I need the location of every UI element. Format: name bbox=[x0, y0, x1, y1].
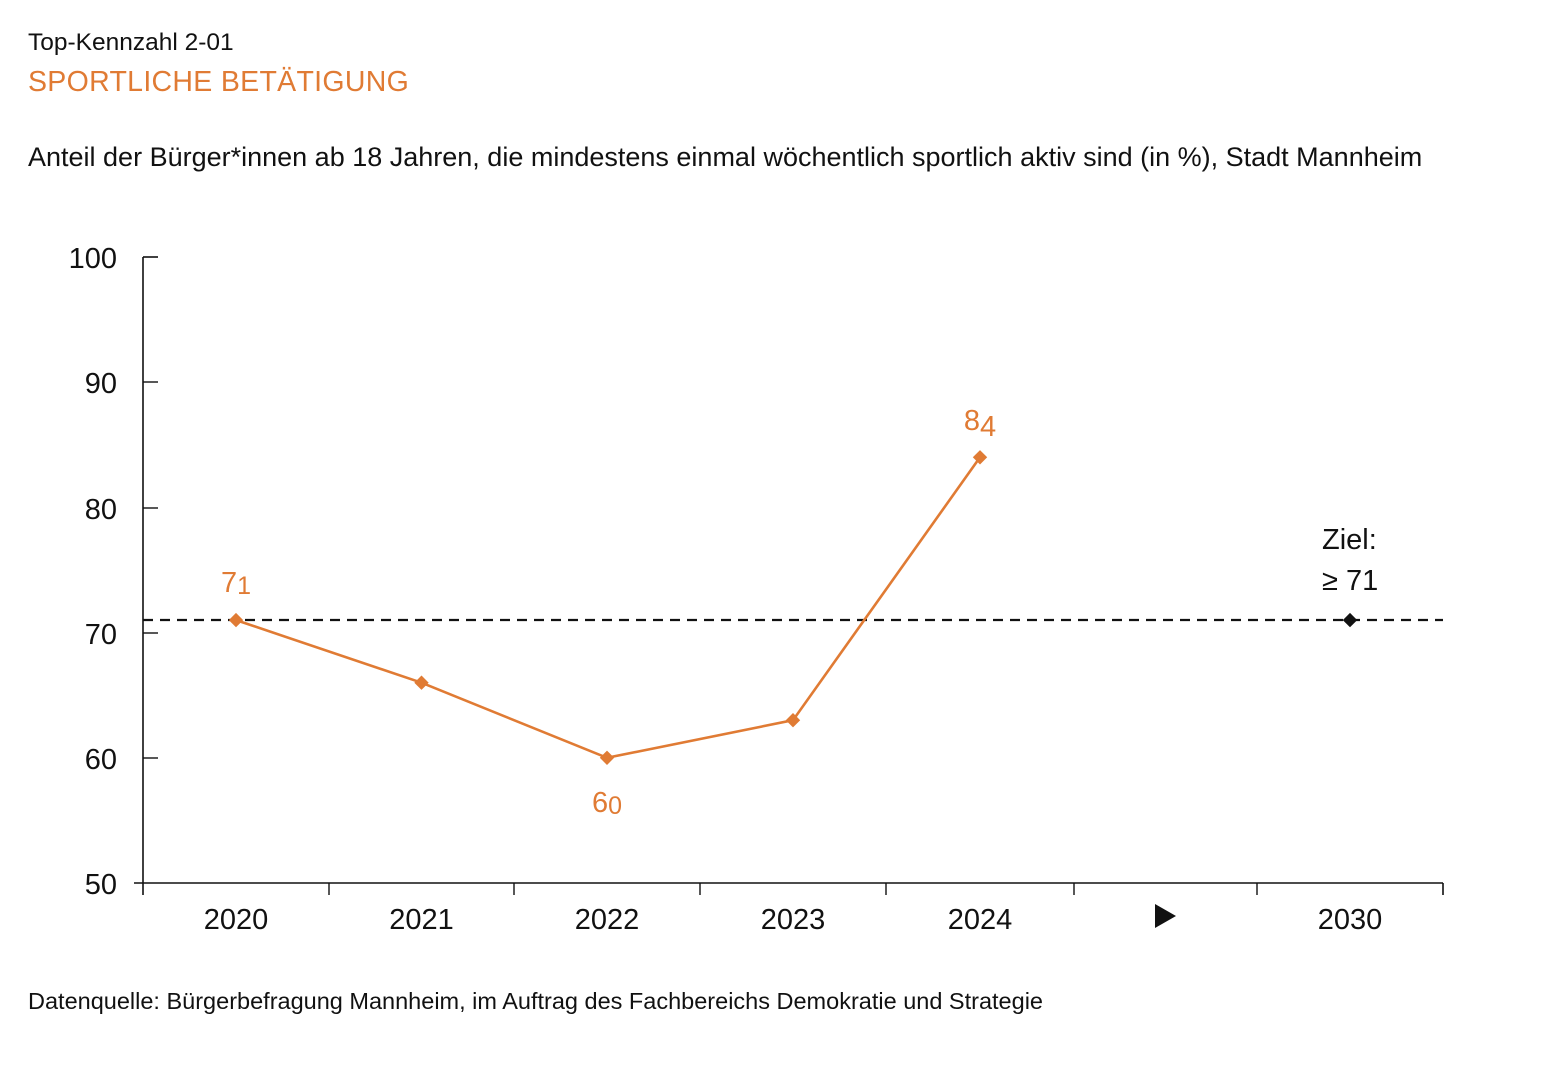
svg-text:Ziel:: Ziel: bbox=[1322, 524, 1377, 556]
svg-text:2023: 2023 bbox=[761, 904, 826, 936]
svg-text:2030: 2030 bbox=[1318, 904, 1383, 936]
svg-text:100: 100 bbox=[69, 243, 117, 275]
svg-text:2021: 2021 bbox=[389, 904, 454, 936]
svg-text:84: 84 bbox=[964, 405, 996, 443]
svg-text:90: 90 bbox=[85, 368, 117, 400]
svg-text:70: 70 bbox=[85, 619, 117, 651]
svg-text:60: 60 bbox=[85, 744, 117, 776]
svg-text:80: 80 bbox=[85, 494, 117, 526]
svg-text:2024: 2024 bbox=[948, 904, 1013, 936]
svg-text:71: 71 bbox=[221, 567, 251, 600]
svg-text:2020: 2020 bbox=[204, 904, 269, 936]
svg-text:≥ 71: ≥ 71 bbox=[1322, 565, 1378, 597]
svg-text:50: 50 bbox=[85, 869, 117, 901]
svg-text:2022: 2022 bbox=[575, 904, 640, 936]
svg-text:60: 60 bbox=[592, 787, 622, 820]
